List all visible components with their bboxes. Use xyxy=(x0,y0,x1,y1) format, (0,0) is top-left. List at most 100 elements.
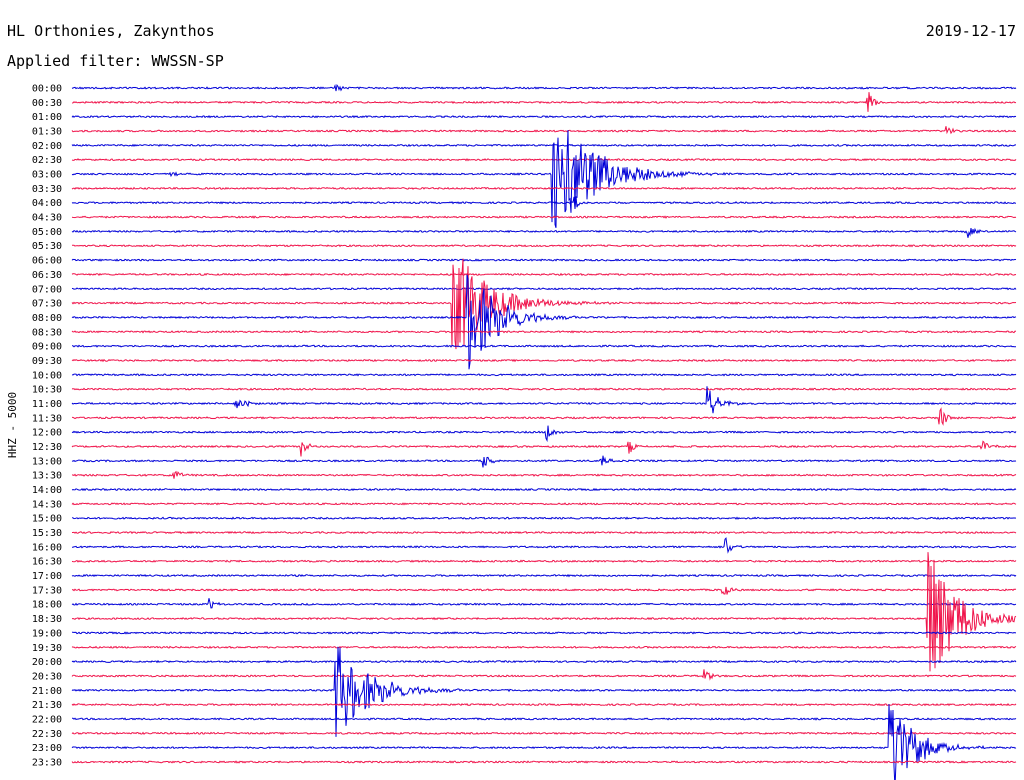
trace-line-0700 xyxy=(71,287,1017,291)
trace-line-0330 xyxy=(71,186,1016,191)
tick-label: 09:00 xyxy=(32,342,62,353)
date-label: 2019-12-17 xyxy=(926,22,1016,40)
trace-line-0430 xyxy=(71,215,1017,219)
tick-label: 15:30 xyxy=(32,528,62,539)
trace-line-1400 xyxy=(71,487,1017,492)
tick-label: 01:00 xyxy=(32,112,62,123)
tick-label: 21:30 xyxy=(32,700,62,711)
trace-line-2230 xyxy=(71,731,1017,735)
trace-line-2130 xyxy=(71,703,1017,707)
trace-line-2300 xyxy=(71,704,1017,780)
trace-line-1230 xyxy=(71,440,1017,457)
trace-line-2000 xyxy=(71,659,1017,664)
tick-label: 07:30 xyxy=(32,299,62,310)
tick-label: 00:30 xyxy=(32,98,62,109)
tick-label: 14:00 xyxy=(32,485,62,496)
tick-label: 23:30 xyxy=(32,757,62,768)
trace-line-1830 xyxy=(71,552,1017,672)
trace-line-1930 xyxy=(71,645,1017,649)
tick-label: 00:00 xyxy=(32,84,62,95)
trace-line-1000 xyxy=(71,373,1017,377)
tick-label: 11:30 xyxy=(32,413,62,424)
tick-label: 13:30 xyxy=(32,471,62,482)
trace-line-2330 xyxy=(71,760,1017,764)
trace-line-0200 xyxy=(71,143,1016,147)
tick-label: 05:30 xyxy=(32,241,62,252)
trace-line-1600 xyxy=(71,537,1017,554)
trace-line-1700 xyxy=(71,573,1017,578)
trace-line-1530 xyxy=(72,530,1017,535)
trace-line-0130 xyxy=(71,126,1017,135)
tick-label: 08:00 xyxy=(32,313,62,324)
tick-label: 22:30 xyxy=(32,729,62,740)
trace-line-1100 xyxy=(71,386,1017,414)
trace-line-0530 xyxy=(72,244,1017,248)
trace-line-1200 xyxy=(71,425,1017,443)
tick-label: 07:00 xyxy=(32,284,62,295)
tick-label: 10:00 xyxy=(32,370,62,381)
tick-label: 12:00 xyxy=(32,428,62,439)
tick-label: 09:30 xyxy=(32,356,62,367)
trace-line-0400 xyxy=(71,196,1017,210)
trace-line-1500 xyxy=(71,516,1017,520)
tick-label: 18:00 xyxy=(32,600,62,611)
tick-label: 23:00 xyxy=(32,743,62,754)
tick-label: 20:30 xyxy=(32,671,62,682)
tick-label: 03:00 xyxy=(32,170,62,181)
trace-line-1330 xyxy=(71,470,1017,479)
tick-label: 02:00 xyxy=(32,141,62,152)
trace-line-2030 xyxy=(71,669,1017,681)
tick-label: 16:00 xyxy=(32,542,62,553)
trace-line-0000 xyxy=(71,83,1017,92)
tick-label: 13:00 xyxy=(32,456,62,467)
trace-line-2100 xyxy=(71,646,1016,737)
tick-label: 04:00 xyxy=(32,198,62,209)
trace-line-1730 xyxy=(71,586,1017,595)
tick-label: 17:30 xyxy=(32,585,62,596)
tick-label: 04:30 xyxy=(32,213,62,224)
trace-line-0500 xyxy=(71,227,1017,238)
tick-label: 06:00 xyxy=(32,256,62,267)
trace-line-1630 xyxy=(71,559,1017,563)
trace-line-1430 xyxy=(71,502,1017,506)
trace-line-0900 xyxy=(72,344,1016,348)
tick-label: 02:30 xyxy=(32,155,62,166)
tick-label: 01:30 xyxy=(32,127,62,138)
tick-label: 14:30 xyxy=(32,499,62,510)
trace-line-2200 xyxy=(72,717,1017,721)
tick-label: 10:30 xyxy=(32,385,62,396)
trace-line-0730 xyxy=(71,258,1017,350)
trace-line-0930 xyxy=(71,358,1017,363)
trace-line-1900 xyxy=(71,631,1017,635)
trace-line-1030 xyxy=(71,387,1017,391)
tick-label: 05:00 xyxy=(32,227,62,238)
trace-line-0600 xyxy=(71,258,1017,262)
trace-line-1800 xyxy=(71,598,1017,609)
tick-label: 15:00 xyxy=(32,514,62,525)
tick-label: 20:00 xyxy=(32,657,62,668)
trace-line-0630 xyxy=(71,272,1017,277)
tick-label: 11:00 xyxy=(32,399,62,410)
tick-label: 19:30 xyxy=(32,643,62,654)
tick-label: 12:30 xyxy=(32,442,62,453)
trace-line-1130 xyxy=(72,407,1017,426)
tick-label: 03:30 xyxy=(32,184,62,195)
trace-line-0300 xyxy=(71,129,1017,228)
trace-line-1300 xyxy=(71,455,1017,468)
tick-label: 19:00 xyxy=(32,628,62,639)
trace-line-0100 xyxy=(71,115,1017,119)
trace-line-0030 xyxy=(71,92,1017,112)
filter-label: Applied filter: WWSSN-SP xyxy=(7,52,224,70)
trace-line-0830 xyxy=(71,330,1017,334)
tick-labels: 00:00 00:30 01:00 01:30 02:00 02:30 03:00 03:30… xyxy=(32,84,62,769)
tick-label: 22:00 xyxy=(32,714,62,725)
tick-label: 08:30 xyxy=(32,327,62,338)
tick-label: 16:30 xyxy=(32,557,62,568)
trace-line-0230 xyxy=(71,157,1017,162)
tick-label: 17:00 xyxy=(32,571,62,582)
tick-label: 06:30 xyxy=(32,270,62,281)
y-axis-label: HHZ - 5000 xyxy=(6,392,19,458)
tick-label: 18:30 xyxy=(32,614,62,625)
tick-label: 21:00 xyxy=(32,686,62,697)
